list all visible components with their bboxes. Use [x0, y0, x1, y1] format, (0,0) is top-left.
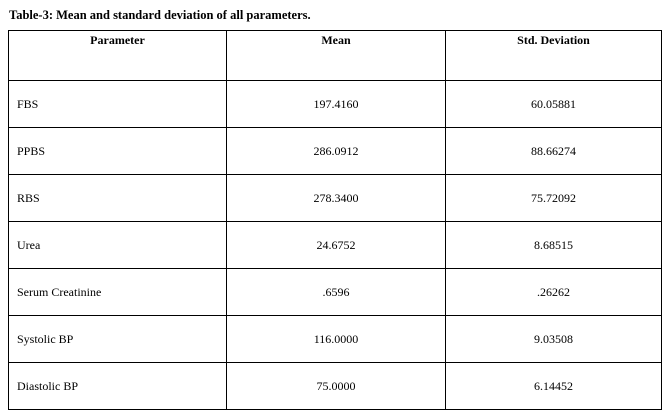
table-header-row: Parameter Mean Std. Deviation	[8, 30, 662, 81]
table-row: Serum Creatinine .6596 .26262	[8, 268, 662, 316]
cell-mean: 197.4160	[226, 80, 446, 128]
cell-parameter: FBS	[8, 80, 227, 128]
cell-std-deviation: 60.05881	[445, 80, 662, 128]
cell-std-deviation: 6.14452	[445, 362, 662, 410]
parameters-table: Parameter Mean Std. Deviation FBS 197.41…	[8, 30, 662, 410]
cell-std-deviation: 8.68515	[445, 221, 662, 269]
cell-mean: .6596	[226, 268, 446, 316]
cell-mean: 116.0000	[226, 315, 446, 363]
table-row: PPBS 286.0912 88.66274	[8, 127, 662, 175]
cell-mean: 24.6752	[226, 221, 446, 269]
header-std-deviation: Std. Deviation	[445, 30, 662, 81]
cell-std-deviation: .26262	[445, 268, 662, 316]
cell-std-deviation: 75.72092	[445, 174, 662, 222]
table-row: Urea 24.6752 8.68515	[8, 221, 662, 269]
table-row: Diastolic BP 75.0000 6.14452	[8, 362, 662, 410]
cell-std-deviation: 88.66274	[445, 127, 662, 175]
cell-parameter: Urea	[8, 221, 227, 269]
cell-mean: 278.3400	[226, 174, 446, 222]
table-row: Systolic BP 116.0000 9.03508	[8, 315, 662, 363]
cell-mean: 75.0000	[226, 362, 446, 410]
cell-mean: 286.0912	[226, 127, 446, 175]
header-mean: Mean	[226, 30, 446, 81]
cell-parameter: Diastolic BP	[8, 362, 227, 410]
cell-std-deviation: 9.03508	[445, 315, 662, 363]
table-row: RBS 278.3400 75.72092	[8, 174, 662, 222]
header-parameter: Parameter	[8, 30, 227, 81]
table-row: FBS 197.4160 60.05881	[8, 80, 662, 128]
cell-parameter: Serum Creatinine	[8, 268, 227, 316]
cell-parameter: Systolic BP	[8, 315, 227, 363]
cell-parameter: PPBS	[8, 127, 227, 175]
table-caption: Table-3: Mean and standard deviation of …	[9, 8, 311, 22]
cell-parameter: RBS	[8, 174, 227, 222]
